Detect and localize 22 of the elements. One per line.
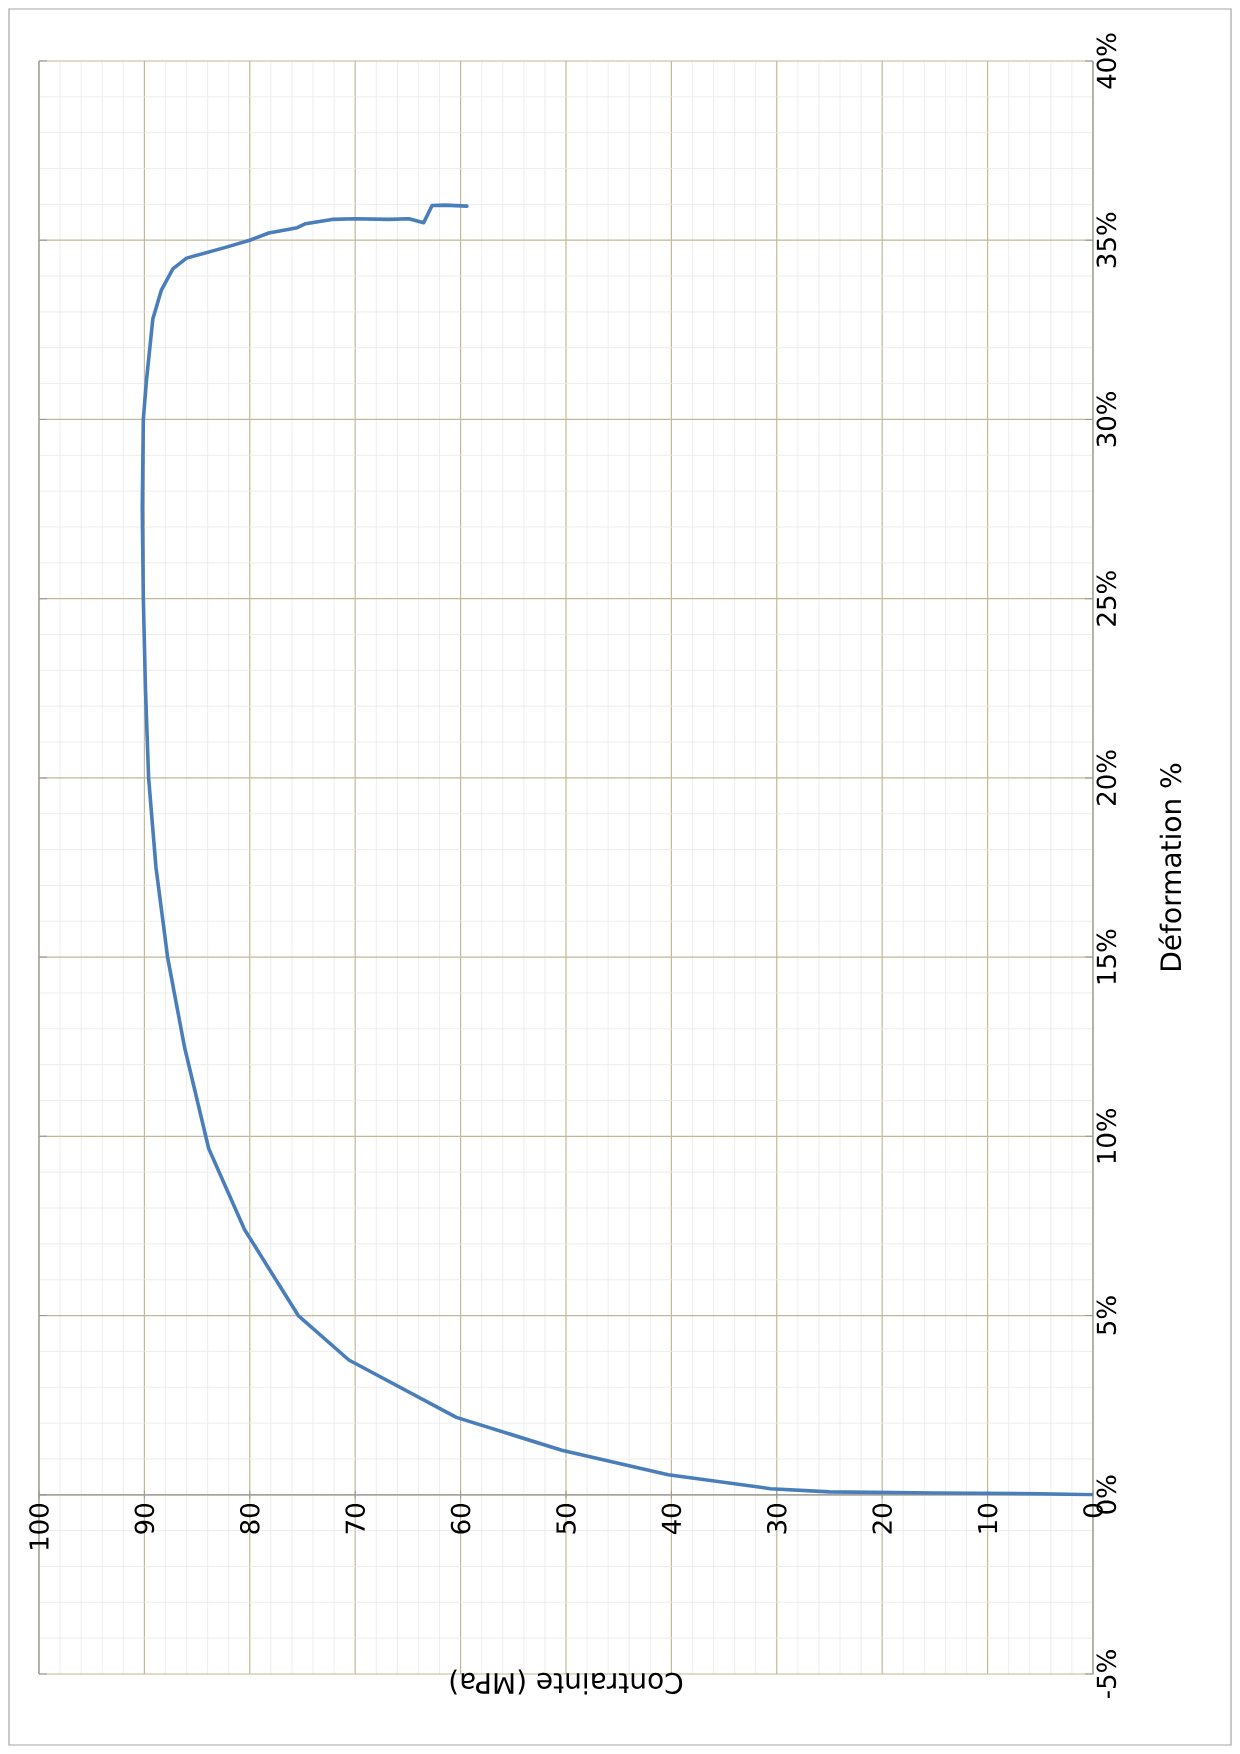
x-tick-label: 50: [556, 1504, 576, 1534]
y-tick-label: 30%: [1096, 391, 1117, 447]
y-tick-label: 15%: [1096, 929, 1117, 984]
x-tick-label: 60: [450, 1504, 471, 1534]
y-tick-label: 40%: [1096, 33, 1117, 89]
x-axis-title: Contrainte (MPa): [450, 1669, 683, 1695]
y-tick-label: -5%: [1096, 1650, 1117, 1699]
y-axis-title: Déformation %: [1158, 763, 1182, 970]
x-tick-label: 10: [977, 1504, 998, 1533]
x-tick-label: 30: [766, 1504, 787, 1534]
x-tick-label: 90: [134, 1504, 155, 1534]
line-series: [140, 203, 1093, 1497]
y-tick-label: 20%: [1096, 750, 1117, 805]
y-tick-label: 35%: [1096, 212, 1117, 268]
y-tick-label: 5%: [1096, 1296, 1117, 1335]
x-tick-label: 80: [239, 1504, 260, 1534]
x-tick-label: 70: [345, 1504, 366, 1534]
x-tick-label: 40: [661, 1504, 682, 1535]
x-tick-label: 100: [29, 1504, 49, 1550]
y-tick-label: 25%: [1096, 571, 1117, 626]
x-tick-label: 20: [872, 1504, 893, 1534]
y-tick-label: 10%: [1096, 1108, 1117, 1163]
